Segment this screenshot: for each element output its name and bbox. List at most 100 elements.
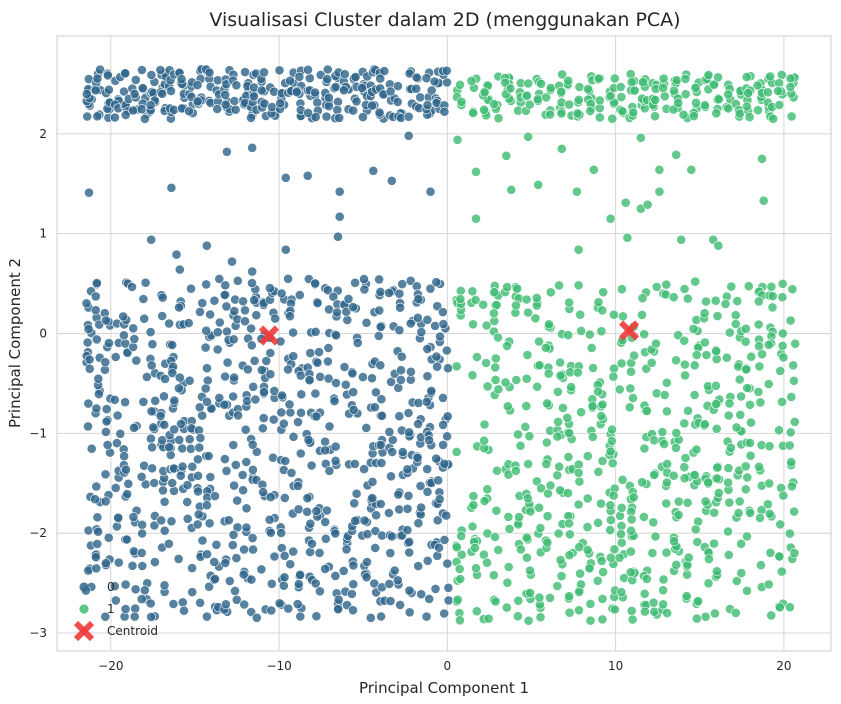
data-point-series-1 [679,473,690,484]
data-point-series-1 [513,611,523,622]
data-point-series-0 [95,64,105,75]
data-point-series-0 [120,604,131,614]
data-point-series-1 [784,440,795,451]
data-point-series-1 [552,470,563,481]
data-point-series-1 [730,608,741,618]
data-point-series-0 [429,76,440,87]
data-point-series-0 [294,290,305,300]
data-point-series-0 [330,571,341,581]
data-point-series-0 [250,394,261,405]
data-point-series-1 [736,568,747,578]
data-point-series-1 [598,567,608,577]
data-point-series-0 [112,438,122,448]
data-point-series-1 [700,337,710,348]
data-point-series-0 [238,485,248,496]
data-point-series-0 [302,506,312,517]
data-point-series-1 [616,358,627,369]
data-point-series-1 [563,488,573,498]
legend-marker-series-1 [79,604,89,614]
data-point-series-1 [741,364,751,375]
data-point-series-0 [240,424,251,435]
data-point-series-0 [384,579,395,589]
data-point-series-0 [305,547,315,557]
data-point-series-0 [374,107,385,118]
data-point-series-1 [553,386,563,397]
data-point-series-0 [220,599,231,610]
data-point-series-0 [413,518,424,529]
data-point-series-0 [150,395,161,406]
data-point-series-0 [295,611,306,622]
data-point-series-0 [146,360,157,371]
data-point-series-1 [502,282,512,292]
data-point-series-0 [441,65,452,76]
data-point-series-1 [731,422,742,433]
data-point-series-0 [405,366,416,377]
data-point-series-0 [136,471,147,482]
data-point-series-1 [640,606,650,617]
data-point-series-1 [586,342,597,353]
data-point-series-0 [221,146,232,157]
data-point-series-1 [774,551,785,562]
data-point-series-1 [575,568,585,579]
data-point-series-1 [616,537,627,548]
data-point-series-0 [375,360,386,371]
data-point-series-0 [310,87,320,98]
data-point-series-1 [641,574,652,584]
data-point-series-1 [511,300,521,311]
data-point-series-0 [129,611,140,622]
data-point-series-1 [452,134,463,145]
data-point-series-0 [136,65,147,75]
data-point-series-0 [164,318,174,329]
y-tick-label: −2 [29,526,47,540]
data-point-series-1 [639,512,649,522]
data-point-series-0 [179,605,189,616]
data-point-series-1 [701,296,711,307]
legend: 0 1 Centroid [73,580,158,642]
data-point-series-0 [220,90,231,100]
data-point-series-0 [306,460,317,471]
data-point-series-1 [733,508,744,518]
data-point-series-0 [167,368,178,378]
data-point-series-1 [627,614,638,625]
data-point-series-0 [375,499,386,509]
data-point-series-0 [91,403,102,414]
data-point-series-1 [472,352,482,362]
data-point-series-0 [238,569,249,580]
data-point-series-0 [293,417,303,427]
data-point-series-0 [238,296,248,307]
data-point-series-1 [662,406,672,417]
data-point-series-0 [367,373,377,384]
data-point-series-0 [187,563,197,573]
data-point-series-1 [616,529,626,539]
data-point-series-1 [788,360,799,371]
data-point-series-1 [597,305,608,316]
data-point-series-1 [649,435,659,446]
data-point-series-0 [329,396,340,406]
data-point-series-0 [183,318,194,328]
data-point-series-0 [240,305,250,316]
data-point-series-1 [735,409,746,420]
data-point-series-0 [92,512,103,523]
data-point-series-1 [765,547,776,558]
data-point-series-1 [491,505,502,516]
data-point-series-0 [129,334,140,344]
data-point-series-1 [711,346,722,357]
data-point-series-1 [764,478,775,489]
data-point-series-0 [404,585,415,596]
data-point-series-0 [247,278,257,288]
data-point-series-1 [767,291,778,301]
data-point-series-1 [501,602,512,613]
data-point-series-0 [110,595,121,606]
data-point-series-0 [248,91,259,102]
data-point-series-1 [703,477,714,488]
data-point-series-0 [431,351,442,362]
data-point-series-0 [375,439,386,450]
data-point-series-0 [167,340,178,350]
data-point-series-0 [413,294,424,305]
data-point-series-0 [279,492,290,503]
data-point-series-1 [488,308,499,319]
data-point-series-1 [573,499,584,510]
data-point-series-1 [566,382,576,392]
data-point-series-0 [314,586,325,597]
